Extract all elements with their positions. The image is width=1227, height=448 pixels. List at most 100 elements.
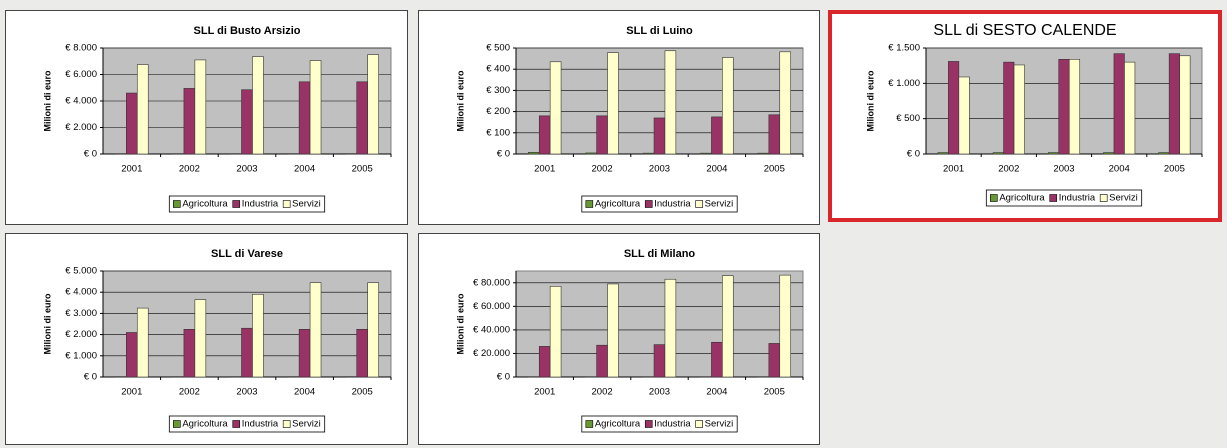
bar	[367, 54, 379, 155]
x-tick-label: 2001	[121, 164, 142, 175]
bar	[722, 57, 734, 155]
bar	[356, 329, 368, 378]
y-tick-label: € 500	[896, 113, 920, 124]
legend-swatch	[644, 420, 653, 428]
bar	[1158, 152, 1170, 155]
y-tick-label: € 200	[486, 106, 510, 117]
bar	[194, 299, 207, 378]
x-tick-label: 2005	[352, 164, 373, 175]
legend-swatch	[585, 420, 594, 428]
bar	[779, 51, 791, 155]
legend: Agricoltura Industria Servizi	[168, 415, 326, 433]
y-tick-label: € 100	[486, 127, 510, 138]
x-tick-label: 2001	[534, 164, 555, 175]
y-tick-label: € 3.000	[65, 308, 97, 319]
x-tick-label: 2004	[706, 164, 727, 175]
y-tick-label: € 0	[907, 149, 920, 160]
legend-box	[168, 195, 326, 213]
chart: SLL di Luino Milioni di euro € 0 € 100 € 200…	[455, 25, 804, 213]
x-tick-label: 2005	[352, 387, 373, 398]
bar	[356, 81, 368, 155]
legend-swatch	[282, 420, 291, 428]
x-tick-label: 2005	[764, 164, 785, 175]
y-tick-label: € 5.000	[65, 266, 97, 277]
bar	[183, 88, 196, 155]
bar	[779, 274, 791, 378]
legend: Agricoltura Industria Servizi	[985, 189, 1143, 207]
y-tick-label: € 4.000	[65, 287, 97, 298]
legend-label: Industria	[654, 419, 691, 430]
y-tick-label: € 1.000	[65, 350, 97, 361]
x-tick-label: 2003	[236, 387, 257, 398]
bar	[700, 152, 712, 155]
bar	[607, 283, 619, 378]
bar	[549, 61, 562, 155]
bar	[298, 329, 311, 378]
legend-swatch	[282, 200, 291, 208]
y-tick-label: € 400	[486, 64, 510, 75]
y-axis-label: Milioni di euro	[455, 293, 465, 354]
legend-label: Servizi	[705, 419, 734, 430]
y-tick-label: € 6.000	[65, 69, 97, 80]
y-tick-label: € 500	[486, 43, 510, 54]
x-tick-label: 2001	[534, 387, 555, 398]
bar	[1103, 152, 1115, 155]
chart-title: SLL di Luino	[626, 25, 693, 37]
legend-label: Servizi	[705, 199, 734, 210]
legend-box	[985, 189, 1143, 207]
bar	[136, 64, 149, 155]
bar	[1058, 59, 1070, 155]
legend-label: Servizi	[292, 199, 321, 210]
y-tick-label: € 60.000	[473, 301, 510, 312]
y-tick-label: € 0	[84, 149, 97, 160]
legend: Agricoltura Industria Servizi	[581, 415, 738, 433]
bar	[722, 275, 734, 378]
chart: SLL di Varese Milioni di euro € 0 € 1.000 € …	[42, 248, 392, 433]
legend-swatch	[585, 200, 594, 208]
legend-box	[581, 195, 738, 213]
bar	[241, 89, 253, 155]
y-tick-label: € 2.000	[65, 329, 97, 340]
bar	[309, 282, 322, 378]
bar	[653, 117, 666, 155]
bar	[607, 52, 619, 155]
chart-panel: SLL di Varese Milioni di euro € 0 € 1.000 € …	[5, 233, 408, 445]
x-tick-label: 2005	[764, 387, 785, 398]
y-tick-label: € 0	[497, 149, 510, 160]
x-tick-label: 2003	[1053, 164, 1074, 175]
y-tick-label: € 4.000	[65, 96, 97, 107]
chart: SLL di SESTO CALENDE Milioni di euro € 0 € …	[865, 22, 1203, 207]
bar	[309, 60, 322, 155]
y-tick-label: € 1.500	[888, 43, 920, 54]
bar	[252, 294, 264, 378]
x-tick-label: 2002	[998, 164, 1019, 175]
chart: SLL di Busto Arsizio Milioni di euro € 0 € …	[42, 25, 392, 213]
chart-panel: SLL di Luino Milioni di euro € 0 € 100 € 200…	[418, 10, 820, 225]
legend-swatch	[695, 420, 703, 428]
bar	[183, 329, 196, 378]
legend-swatch	[695, 200, 703, 208]
legend-label: Servizi	[1109, 193, 1138, 204]
bar	[937, 152, 949, 155]
x-tick-label: 2002	[179, 164, 200, 175]
bar	[711, 341, 723, 378]
bar	[653, 344, 666, 378]
bar	[136, 307, 149, 378]
bar	[298, 81, 311, 155]
y-tick-label: € 20.000	[473, 348, 510, 359]
bar	[1113, 53, 1125, 155]
legend-swatch	[232, 420, 241, 428]
x-tick-label: 2002	[592, 387, 613, 398]
legend-label: Industria	[654, 199, 691, 210]
y-tick-label: € 300	[486, 85, 510, 96]
legend-label: Industria	[1059, 193, 1096, 204]
x-tick-label: 2003	[236, 164, 257, 175]
x-tick-label: 2001	[943, 164, 964, 175]
x-tick-label: 2005	[1164, 164, 1185, 175]
bar	[711, 116, 723, 155]
y-axis-label: Milioni di euro	[42, 293, 52, 354]
x-tick-label: 2004	[706, 387, 727, 398]
chart-title: SLL di Busto Arsizio	[194, 25, 301, 37]
x-tick-label: 2001	[121, 387, 142, 398]
bar	[241, 327, 253, 378]
